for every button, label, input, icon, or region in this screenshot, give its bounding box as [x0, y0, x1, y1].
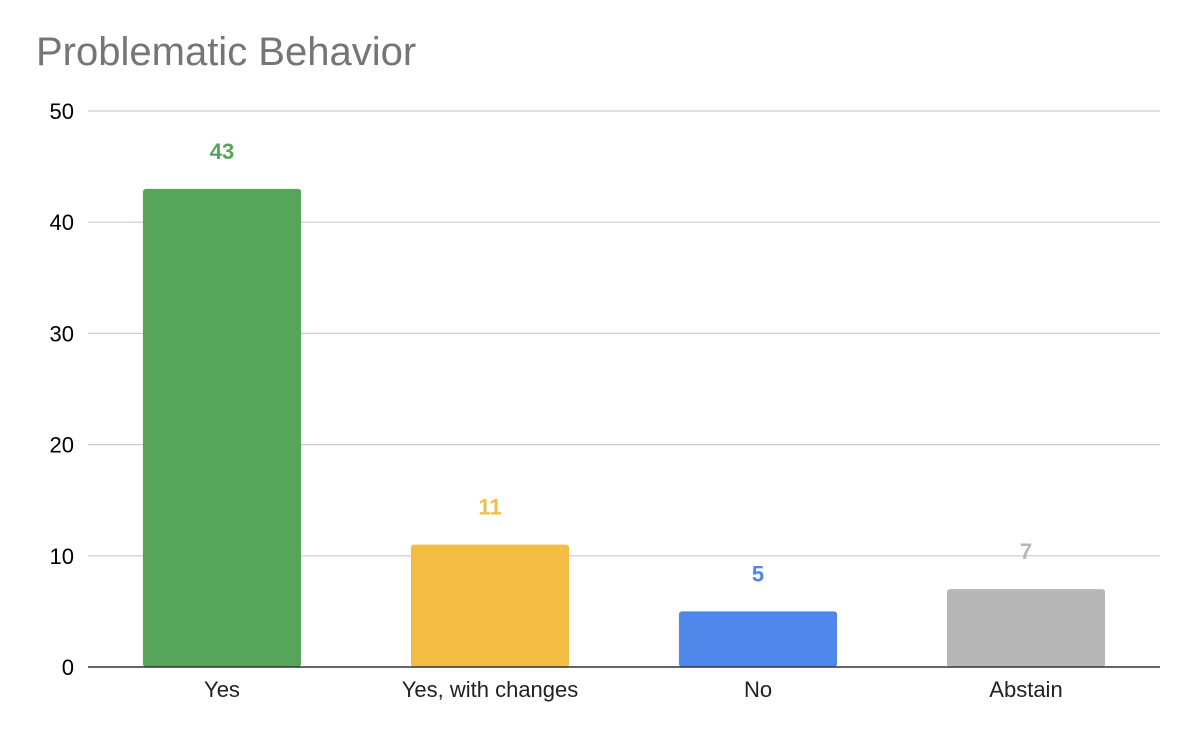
category-label: Yes, with changes [402, 677, 579, 702]
category-label: No [744, 677, 772, 702]
y-tick-label: 0 [62, 655, 74, 680]
y-tick-label: 50 [50, 99, 74, 124]
chart-title: Problematic Behavior [36, 30, 417, 74]
y-tick-label: 10 [50, 544, 74, 569]
bar [142, 188, 302, 667]
y-tick-label: 20 [50, 433, 74, 458]
bars [142, 188, 1106, 667]
data-labels: 43 11 5 7 [210, 139, 1032, 587]
y-axis-tick-labels: 0 10 20 30 40 50 [50, 99, 74, 680]
data-label: 43 [210, 139, 234, 164]
data-label: 7 [1020, 539, 1032, 564]
category-labels: Yes Yes, with changes No Abstain [204, 677, 1063, 702]
y-tick-label: 30 [50, 321, 74, 346]
bar [678, 611, 838, 667]
y-tick-label: 40 [50, 210, 74, 235]
data-label: 11 [478, 495, 501, 520]
category-label: Abstain [989, 677, 1062, 702]
bar [946, 589, 1106, 667]
bar [410, 544, 570, 667]
data-label: 5 [752, 561, 764, 586]
category-label: Yes [204, 677, 240, 702]
